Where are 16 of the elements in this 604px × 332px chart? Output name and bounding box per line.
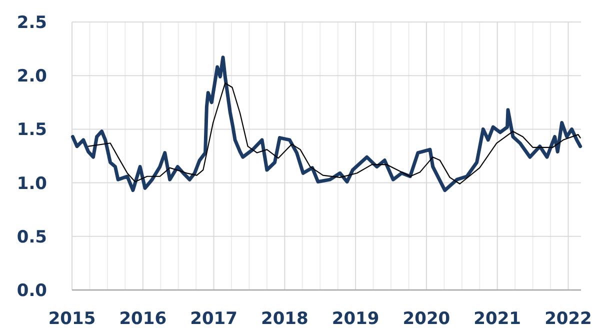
x-tick-label: 2017: [190, 309, 238, 329]
y-tick-label: 2.0: [16, 66, 48, 87]
y-tick-label: 0.5: [16, 227, 47, 248]
x-tick-label: 2018: [261, 309, 308, 329]
x-tick-label: 2019: [332, 309, 380, 329]
x-tick-label: 2022: [544, 309, 592, 329]
x-tick-label: 2016: [119, 309, 167, 329]
x-tick-label: 2015: [48, 309, 96, 329]
y-tick-label: 0.0: [16, 280, 48, 301]
y-tick-label: 1.0: [16, 174, 48, 194]
x-tick-label: 2021: [474, 309, 522, 329]
y-tick-label: 1.5: [16, 120, 47, 140]
line-series: [88, 82, 581, 184]
line-series: [70, 56, 582, 192]
y-tick-label: 2.5: [16, 12, 47, 33]
x-tick-label: 2020: [402, 309, 450, 329]
